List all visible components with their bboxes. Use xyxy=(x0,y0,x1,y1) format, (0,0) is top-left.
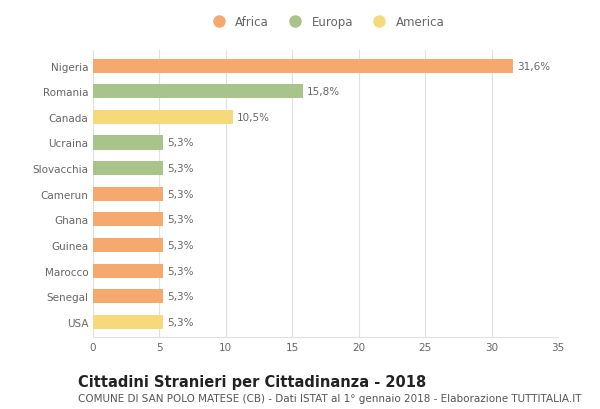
Bar xyxy=(93,162,163,176)
Bar xyxy=(93,315,163,329)
Legend: Africa, Europa, America: Africa, Europa, America xyxy=(202,11,449,34)
Text: 15,8%: 15,8% xyxy=(307,87,340,97)
Text: 10,5%: 10,5% xyxy=(236,112,269,123)
Text: 5,3%: 5,3% xyxy=(167,164,194,174)
Text: 5,3%: 5,3% xyxy=(167,215,194,225)
Text: 5,3%: 5,3% xyxy=(167,317,194,327)
Text: 31,6%: 31,6% xyxy=(517,61,550,72)
Text: 5,3%: 5,3% xyxy=(167,240,194,250)
Bar xyxy=(93,264,163,278)
Bar xyxy=(93,238,163,252)
Bar xyxy=(93,110,233,125)
Bar xyxy=(93,187,163,201)
Bar xyxy=(93,290,163,303)
Text: 5,3%: 5,3% xyxy=(167,292,194,301)
Text: COMUNE DI SAN POLO MATESE (CB) - Dati ISTAT al 1° gennaio 2018 - Elaborazione TU: COMUNE DI SAN POLO MATESE (CB) - Dati IS… xyxy=(78,393,581,403)
Bar xyxy=(93,213,163,227)
Text: 5,3%: 5,3% xyxy=(167,189,194,199)
Text: 5,3%: 5,3% xyxy=(167,266,194,276)
Bar xyxy=(93,136,163,150)
Bar xyxy=(93,85,303,99)
Text: 5,3%: 5,3% xyxy=(167,138,194,148)
Text: Cittadini Stranieri per Cittadinanza - 2018: Cittadini Stranieri per Cittadinanza - 2… xyxy=(78,374,426,389)
Bar xyxy=(93,59,513,74)
